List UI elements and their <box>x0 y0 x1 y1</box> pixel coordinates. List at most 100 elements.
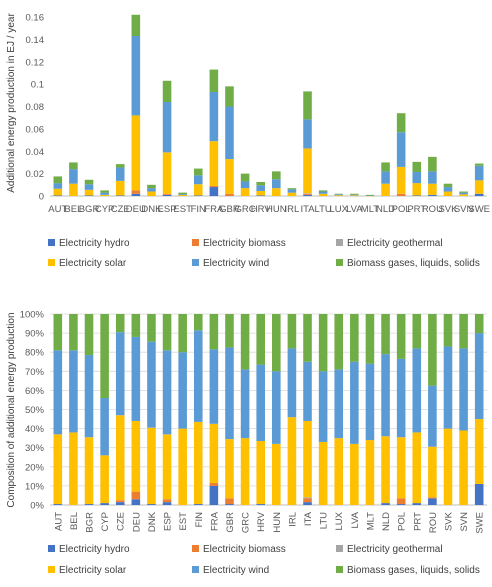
bar-segment-lva-electricity-wind <box>350 194 359 196</box>
legend-label: Electricity wind <box>203 258 269 269</box>
x-tick-label: CZE <box>116 512 127 531</box>
x-tick-label: ITA <box>300 204 315 215</box>
bar-segment-ltu-biomass-gases-liquids-solids <box>318 314 328 372</box>
bar-segment-pol-electricity-hydro <box>396 504 406 505</box>
bar-segment-lva-electricity-solar <box>350 195 359 196</box>
bar-segment-gbr-electricity-wind <box>225 106 234 160</box>
bar-segment-dnk-electricity-solar <box>147 191 156 196</box>
x-tick-label: LVA <box>350 511 361 528</box>
bar-segment-esp-electricity-biomass <box>162 193 172 195</box>
bar-segment-prt-electricity-hydro <box>412 195 422 196</box>
bar-segment-hrv-electricity-solar <box>256 441 265 505</box>
bar-segment-irl-electricity-wind <box>287 348 297 418</box>
x-tick-label: HUN <box>272 512 283 533</box>
bar-segment-rou-electricity-wind <box>428 385 437 447</box>
bar-segment-svk-electricity-wind <box>443 187 453 192</box>
bar-segment-cyp-electricity-wind <box>100 192 109 195</box>
bar-segment-grc-biomass-gases-liquids-solids <box>240 173 250 182</box>
bar-segment-bgr-electricity-wind <box>84 355 94 438</box>
bar-segment-irl-electricity-solar <box>287 192 297 196</box>
x-tick-label: SWE <box>468 204 490 215</box>
bar-segment-mlt-electricity-wind <box>365 363 375 441</box>
legend-label: Biomass gases, liquids, solids <box>347 258 480 269</box>
bar-segment-fin-electricity-wind <box>193 330 203 422</box>
bar-segment-ita-electricity-biomass <box>303 193 312 195</box>
bar-segment-cyp-electricity-hydro <box>100 503 109 505</box>
bar-segment-irl-electricity-wind <box>287 189 297 193</box>
bar-segment-ita-electricity-hydro <box>303 502 312 505</box>
y-tick-label: 100% <box>20 310 45 321</box>
bar-segment-nld-biomass-gases-liquids-solids <box>381 162 390 172</box>
bar-segment-dnk-biomass-gases-liquids-solids <box>147 184 156 189</box>
bar-segment-esp-electricity-wind <box>162 102 172 153</box>
bar-segment-fin-biomass-gases-liquids-solids <box>193 314 203 331</box>
y-tick-label: 60% <box>25 386 45 397</box>
bar-segment-lva-electricity-wind <box>350 361 359 444</box>
bar-segment-ita-biomass-gases-liquids-solids <box>303 314 312 362</box>
bar-segment-svk-biomass-gases-liquids-solids <box>443 314 453 347</box>
bar-segment-cyp-biomass-gases-liquids-solids <box>100 190 109 193</box>
bar-segment-fra-electricity-biomass <box>209 185 219 188</box>
x-tick-label: GRC <box>241 512 252 533</box>
bar-segment-aut-biomass-gases-liquids-solids <box>53 314 63 351</box>
bar-segment-hrv-electricity-hydro <box>256 195 265 196</box>
bar-segment-deu-electricity-solar <box>131 420 141 492</box>
legend-label: Electricity solar <box>59 565 127 576</box>
x-tick-label: DEU <box>131 512 142 532</box>
x-tick-label: MLT <box>361 204 379 215</box>
bar-segment-svk-biomass-gases-liquids-solids <box>443 183 453 188</box>
bar-segment-gbr-biomass-gases-liquids-solids <box>225 86 234 107</box>
bar-segment-rou-electricity-hydro <box>428 194 437 196</box>
bar-segment-ita-electricity-geothermal <box>303 497 312 499</box>
bar-segment-bel-electricity-wind <box>69 350 78 433</box>
x-tick-label: BGR <box>79 204 100 215</box>
legend-swatch <box>336 259 343 266</box>
bar-segment-fin-electricity-hydro <box>193 504 203 505</box>
bar-segment-deu-biomass-gases-liquids-solids <box>131 14 141 37</box>
bar-segment-hrv-electricity-hydro <box>256 504 265 505</box>
x-tick-label: AUT <box>53 512 64 531</box>
x-tick-label: AUT <box>48 204 67 215</box>
bar-segment-dnk-biomass-gases-liquids-solids <box>147 314 156 342</box>
bar-segment-prt-electricity-solar <box>412 183 422 196</box>
bar-segment-pol-biomass-gases-liquids-solids <box>396 113 406 133</box>
bar-segment-nld-electricity-wind <box>381 354 390 437</box>
bar-segment-grc-electricity-solar <box>240 188 250 196</box>
bar-segment-deu-electricity-biomass <box>131 491 141 500</box>
bar-segment-rou-electricity-biomass <box>428 497 437 499</box>
bar-segment-esp-electricity-solar <box>162 152 172 194</box>
bar-segment-deu-electricity-wind <box>131 36 141 116</box>
bar-segment-mlt-biomass-gases-liquids-solids <box>365 194 375 196</box>
y-tick-label: 0% <box>30 501 44 512</box>
bar-segment-rou-electricity-hydro <box>428 498 437 505</box>
bar-segment-rou-electricity-solar <box>428 183 437 195</box>
bar-segment-cze-electricity-wind <box>115 332 125 416</box>
x-tick-label: NLD <box>381 512 392 531</box>
x-tick-label: SVN <box>459 512 470 532</box>
x-tick-label: FRA <box>204 204 224 215</box>
y-tick-label: 0.06 <box>26 124 45 135</box>
x-tick-label: ESP <box>163 512 174 531</box>
bar-segment-hun-electricity-solar <box>272 443 281 505</box>
x-tick-label: DNK <box>141 204 162 215</box>
bar-segment-dnk-electricity-wind <box>147 341 156 428</box>
bar-segment-esp-biomass-gases-liquids-solids <box>162 314 172 351</box>
bar-segment-est-biomass-gases-liquids-solids <box>178 314 187 353</box>
legend-label: Biomass gases, liquids, solids <box>347 565 480 576</box>
x-tick-label: SVK <box>438 204 458 215</box>
bar-segment-swe-electricity-wind <box>474 165 484 181</box>
y-tick-label: 0 <box>39 192 44 203</box>
y-tick-label: 0.04 <box>26 147 45 158</box>
bar-segment-bel-biomass-gases-liquids-solids <box>69 162 78 170</box>
bar-segment-grc-biomass-gases-liquids-solids <box>240 314 250 370</box>
bar-segment-esp-electricity-wind <box>162 350 172 435</box>
bar-segment-swe-electricity-solar <box>474 419 484 484</box>
x-tick-label: CYP <box>100 512 111 532</box>
bar-segment-hun-electricity-wind <box>272 371 281 444</box>
x-tick-label: FIN <box>194 512 205 527</box>
bar-segment-ita-electricity-geothermal <box>303 193 312 194</box>
bar-segment-rou-biomass-gases-liquids-solids <box>428 156 437 172</box>
bar-segment-fra-electricity-solar <box>209 423 219 484</box>
bar-segment-fra-biomass-gases-liquids-solids <box>209 314 219 350</box>
bar-segment-grc-electricity-wind <box>240 369 250 439</box>
